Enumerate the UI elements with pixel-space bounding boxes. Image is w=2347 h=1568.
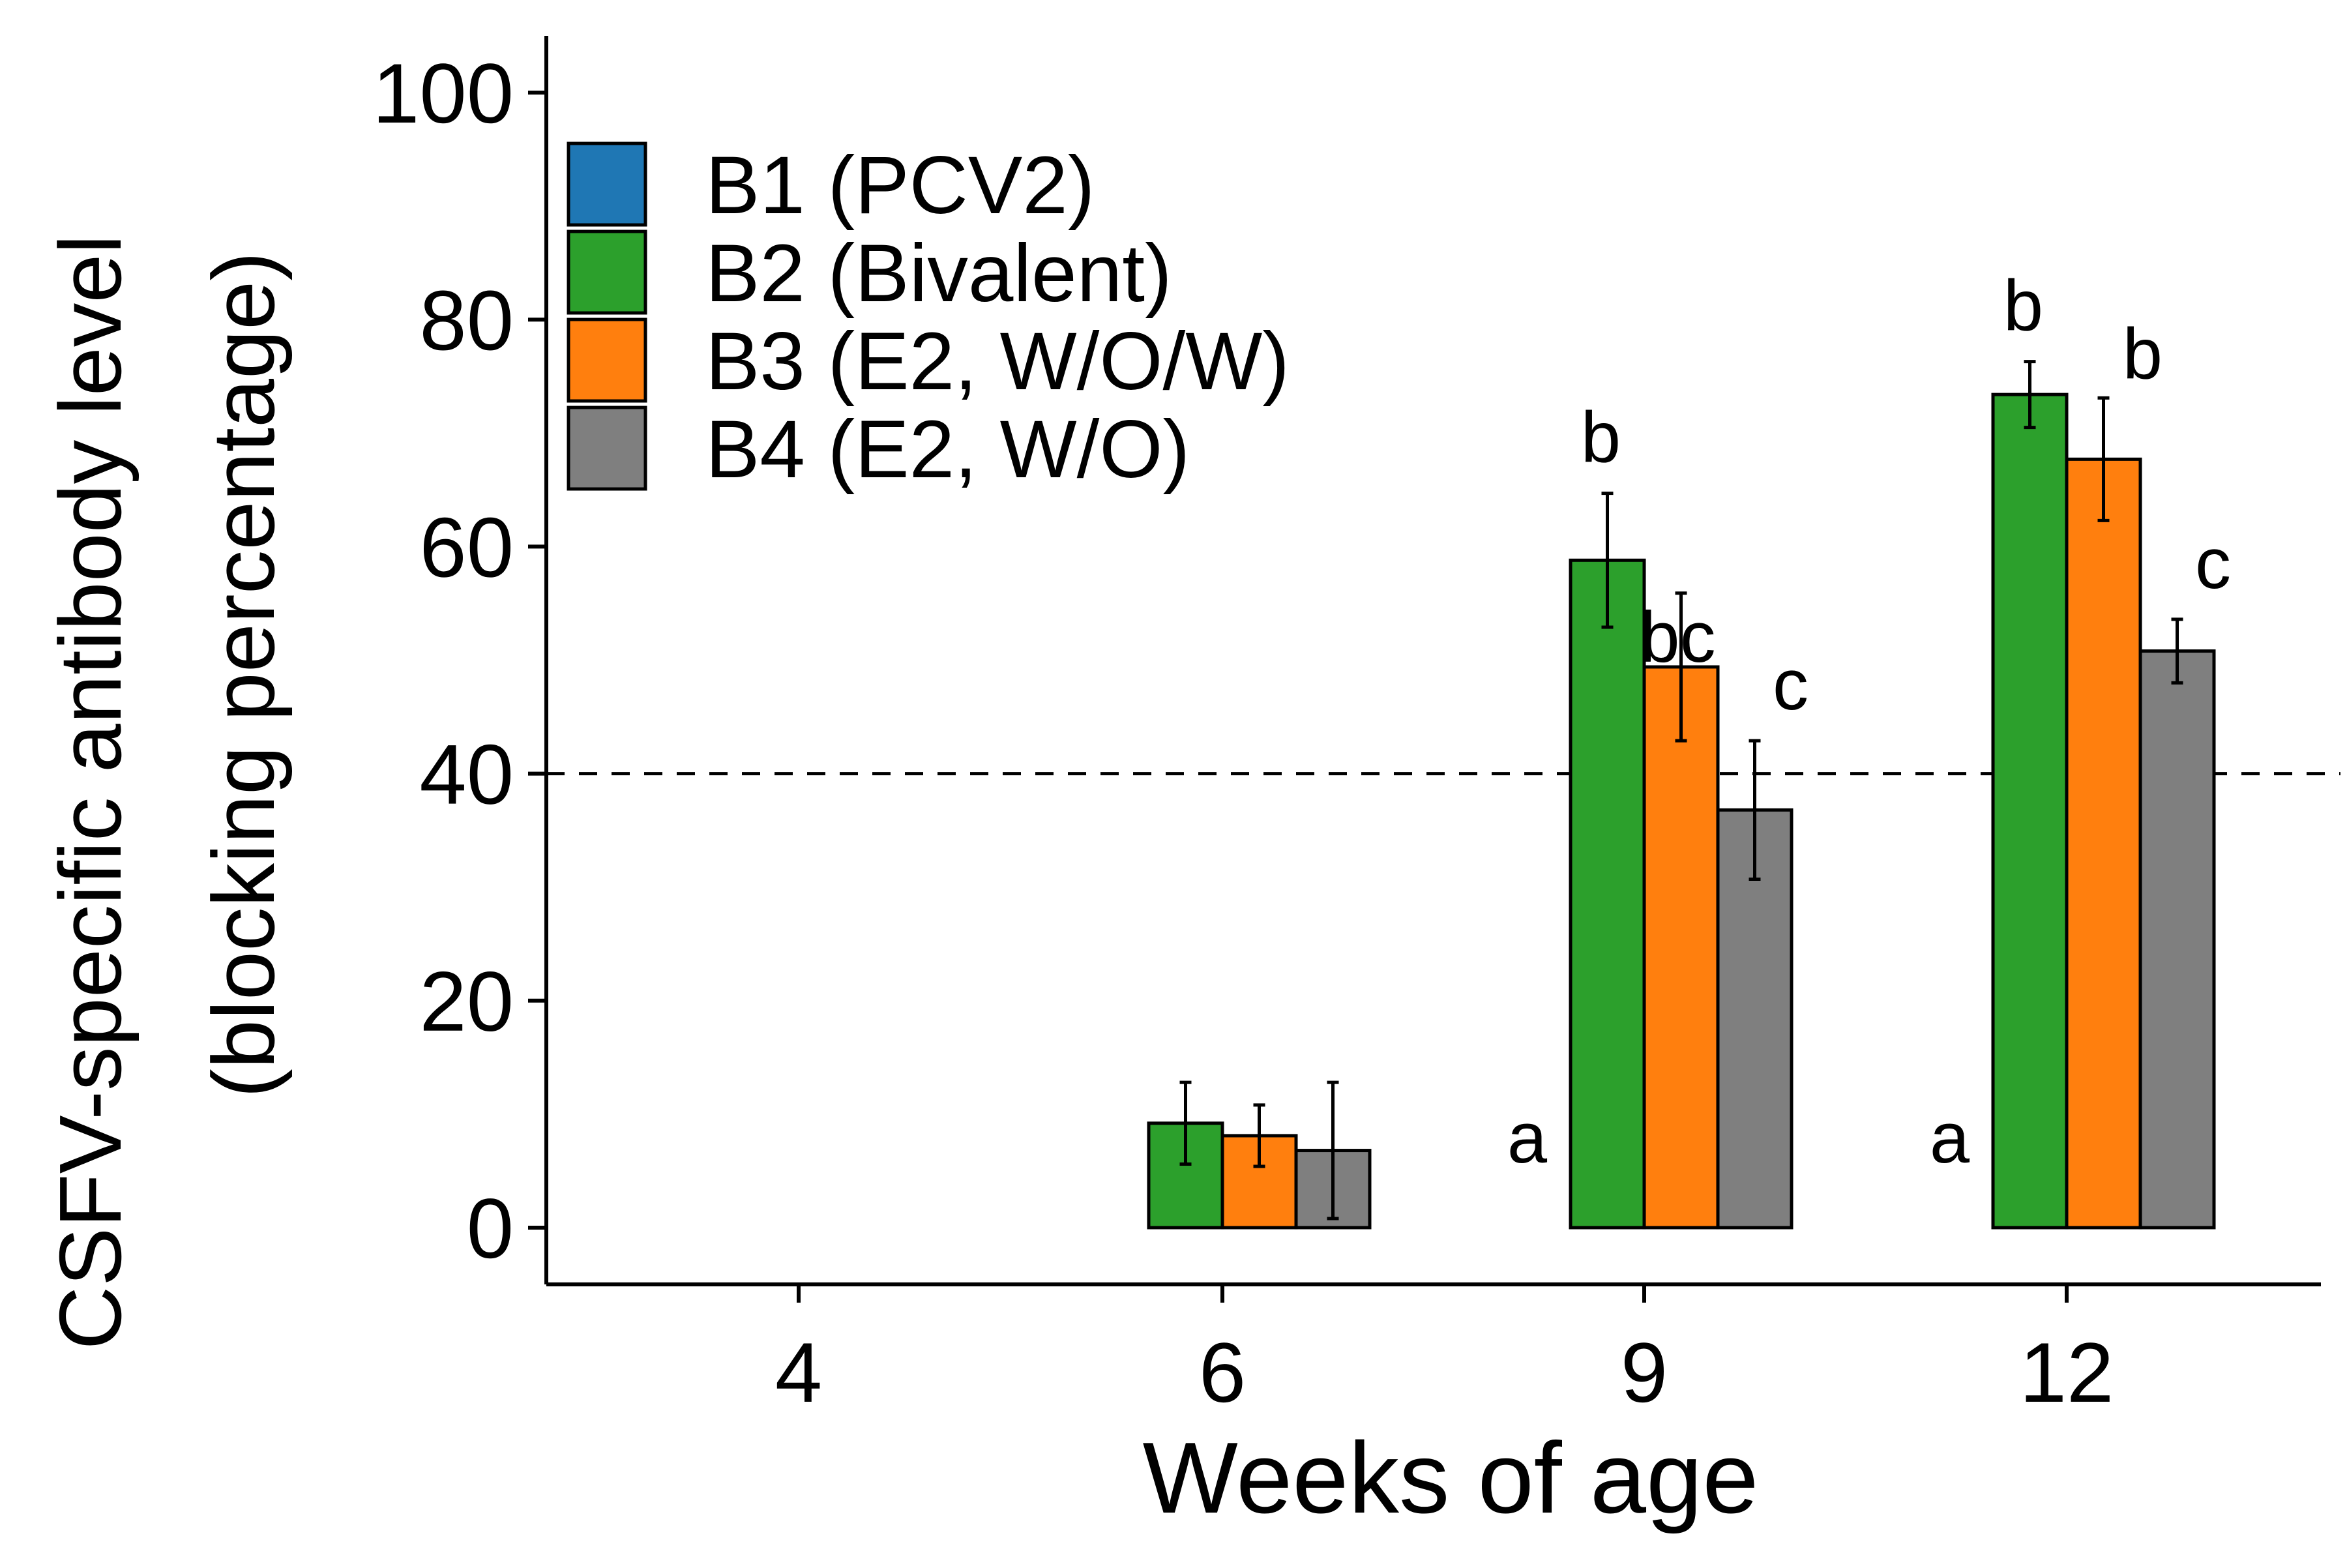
y-tick-label: 0 [467,1181,514,1276]
bar-b2-week-12 [1991,392,2069,1230]
significance-letter: b [2003,266,2043,346]
legend-label: B3 (E2, W/O/W) [705,316,1290,407]
legend-swatch [567,141,647,227]
legend-label: B2 (Bivalent) [705,228,1172,319]
y-tick-label: 60 [419,499,514,595]
x-tick-label: 12 [2020,1325,2114,1420]
y-axis-label-line1: CSFV-specific antibody level [41,235,140,1350]
x-tick-label: 4 [775,1325,822,1420]
significance-letter: a [1507,1098,1548,1178]
significance-letter: a [1930,1098,1970,1178]
y-tick-label: 40 [419,727,514,822]
x-axis-label: Weeks of age [1143,1421,1759,1534]
legend-swatch [567,229,647,315]
y-tick-label: 20 [419,954,514,1049]
y-tick-label: 80 [419,273,514,368]
bar-b3-week-9 [1642,665,1720,1230]
significance-letter: b [1581,398,1621,478]
significance-letter: c [1773,645,1808,725]
bar-b2-week-9 [1569,558,1646,1230]
bar-b4-week-12 [2138,649,2216,1230]
significance-letter: c [2195,524,2231,604]
legend-swatch [567,406,647,491]
legend-label: B4 (E2, W/O) [705,404,1190,495]
significance-letter: b [2123,314,2162,394]
x-tick-label: 6 [1199,1325,1246,1420]
x-tick-label: 9 [1621,1325,1668,1420]
legend-label: B1 (PCV2) [705,140,1095,231]
bar-b3-week-12 [2065,457,2142,1230]
y-tick-label: 100 [372,46,514,141]
y-axis-label-line2: (blocking percentage) [194,252,293,1098]
legend-swatch [567,318,647,403]
significance-letter: bc [1640,597,1715,677]
